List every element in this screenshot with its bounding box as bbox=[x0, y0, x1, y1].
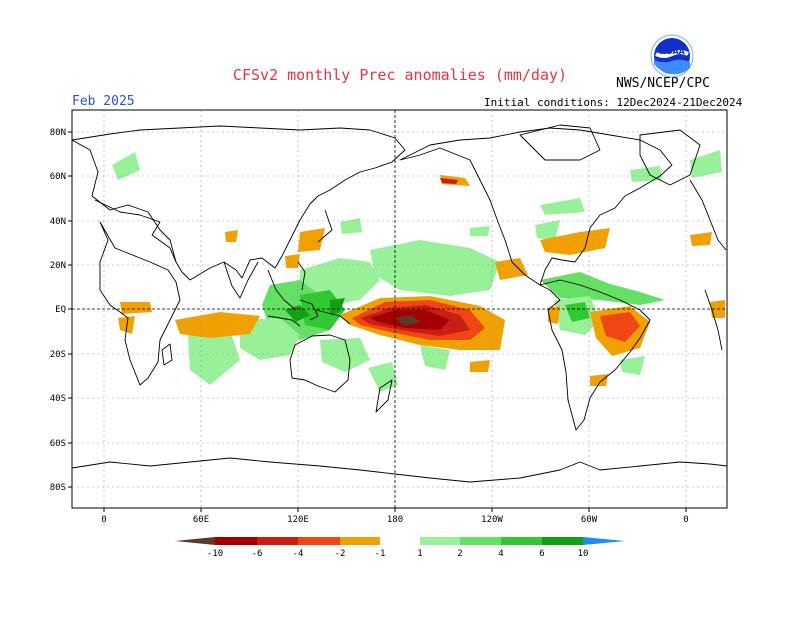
forecast-month: Feb 2025 bbox=[72, 94, 135, 109]
lon-label: 60E bbox=[193, 515, 209, 525]
lon-label: 180 bbox=[387, 515, 403, 525]
chart-title: CFSv2 monthly Prec anomalies (mm/day) bbox=[232, 66, 568, 84]
legend-swatch-dry-extreme bbox=[175, 537, 215, 545]
lon-label: 120E bbox=[287, 515, 309, 525]
lon-label: 60W bbox=[581, 515, 598, 525]
lon-labels: 0 60E 120E 180 120W 60W 0 bbox=[101, 515, 688, 525]
legend-label: 2 bbox=[457, 549, 462, 559]
lat-label: 60S bbox=[50, 439, 66, 449]
lat-label: 60N bbox=[50, 172, 66, 182]
lon-ticks bbox=[103, 508, 687, 512]
legend-label: -2 bbox=[335, 549, 346, 559]
legend-swatch-neutral bbox=[380, 537, 420, 545]
legend-label: 1 bbox=[417, 549, 422, 559]
legend-swatches bbox=[175, 537, 625, 545]
lat-label: 80N bbox=[50, 128, 66, 138]
legend-swatch-wet-2 bbox=[460, 537, 501, 545]
lat-label: 20S bbox=[50, 350, 66, 360]
legend-label: 10 bbox=[578, 549, 589, 559]
agency-label: NWS/NCEP/CPC bbox=[616, 76, 710, 91]
legend-label: 4 bbox=[498, 549, 503, 559]
lon-label: 0 bbox=[683, 515, 688, 525]
lon-label: 120W bbox=[481, 515, 503, 525]
lat-label: 40S bbox=[50, 394, 66, 404]
initial-conditions: Initial conditions: 12Dec2024-21Dec2024 bbox=[484, 96, 743, 109]
lat-label: EQ bbox=[55, 305, 66, 315]
legend-swatch-wet-6 bbox=[542, 537, 583, 545]
lat-label: 20N bbox=[50, 261, 66, 271]
legend-swatch-wet-4 bbox=[501, 537, 542, 545]
legend-label: -4 bbox=[293, 549, 304, 559]
legend-label: 6 bbox=[539, 549, 544, 559]
lat-label: 40N bbox=[50, 217, 66, 227]
legend-swatch-dry-4 bbox=[298, 537, 340, 545]
legend-swatch-dry-6 bbox=[257, 537, 298, 545]
legend-label: -6 bbox=[252, 549, 263, 559]
graticule bbox=[72, 110, 727, 508]
coastlines bbox=[71, 124, 728, 483]
legend-swatch-dry-10 bbox=[215, 537, 257, 545]
lat-ticks bbox=[68, 131, 72, 488]
noaa-logo-text: NOAA bbox=[659, 47, 685, 56]
lon-label: 0 bbox=[101, 515, 106, 525]
legend-label: -10 bbox=[207, 549, 223, 559]
legend-swatch-dry-2 bbox=[340, 537, 380, 545]
legend-swatch-wet-extreme bbox=[583, 537, 625, 545]
legend-swatch-wet-1 bbox=[420, 537, 460, 545]
dry-anomalies bbox=[118, 175, 725, 386]
legend-label: -1 bbox=[375, 549, 386, 559]
noaa-logo: NOAA bbox=[650, 34, 694, 78]
lat-labels: 80N 60N 40N 20N EQ 20S 40S 60S 80S bbox=[50, 128, 66, 493]
equator-dateline bbox=[72, 110, 727, 508]
lat-label: 80S bbox=[50, 483, 66, 493]
legend-labels: -10 -6 -4 -2 -1 1 2 4 6 10 bbox=[207, 549, 589, 559]
